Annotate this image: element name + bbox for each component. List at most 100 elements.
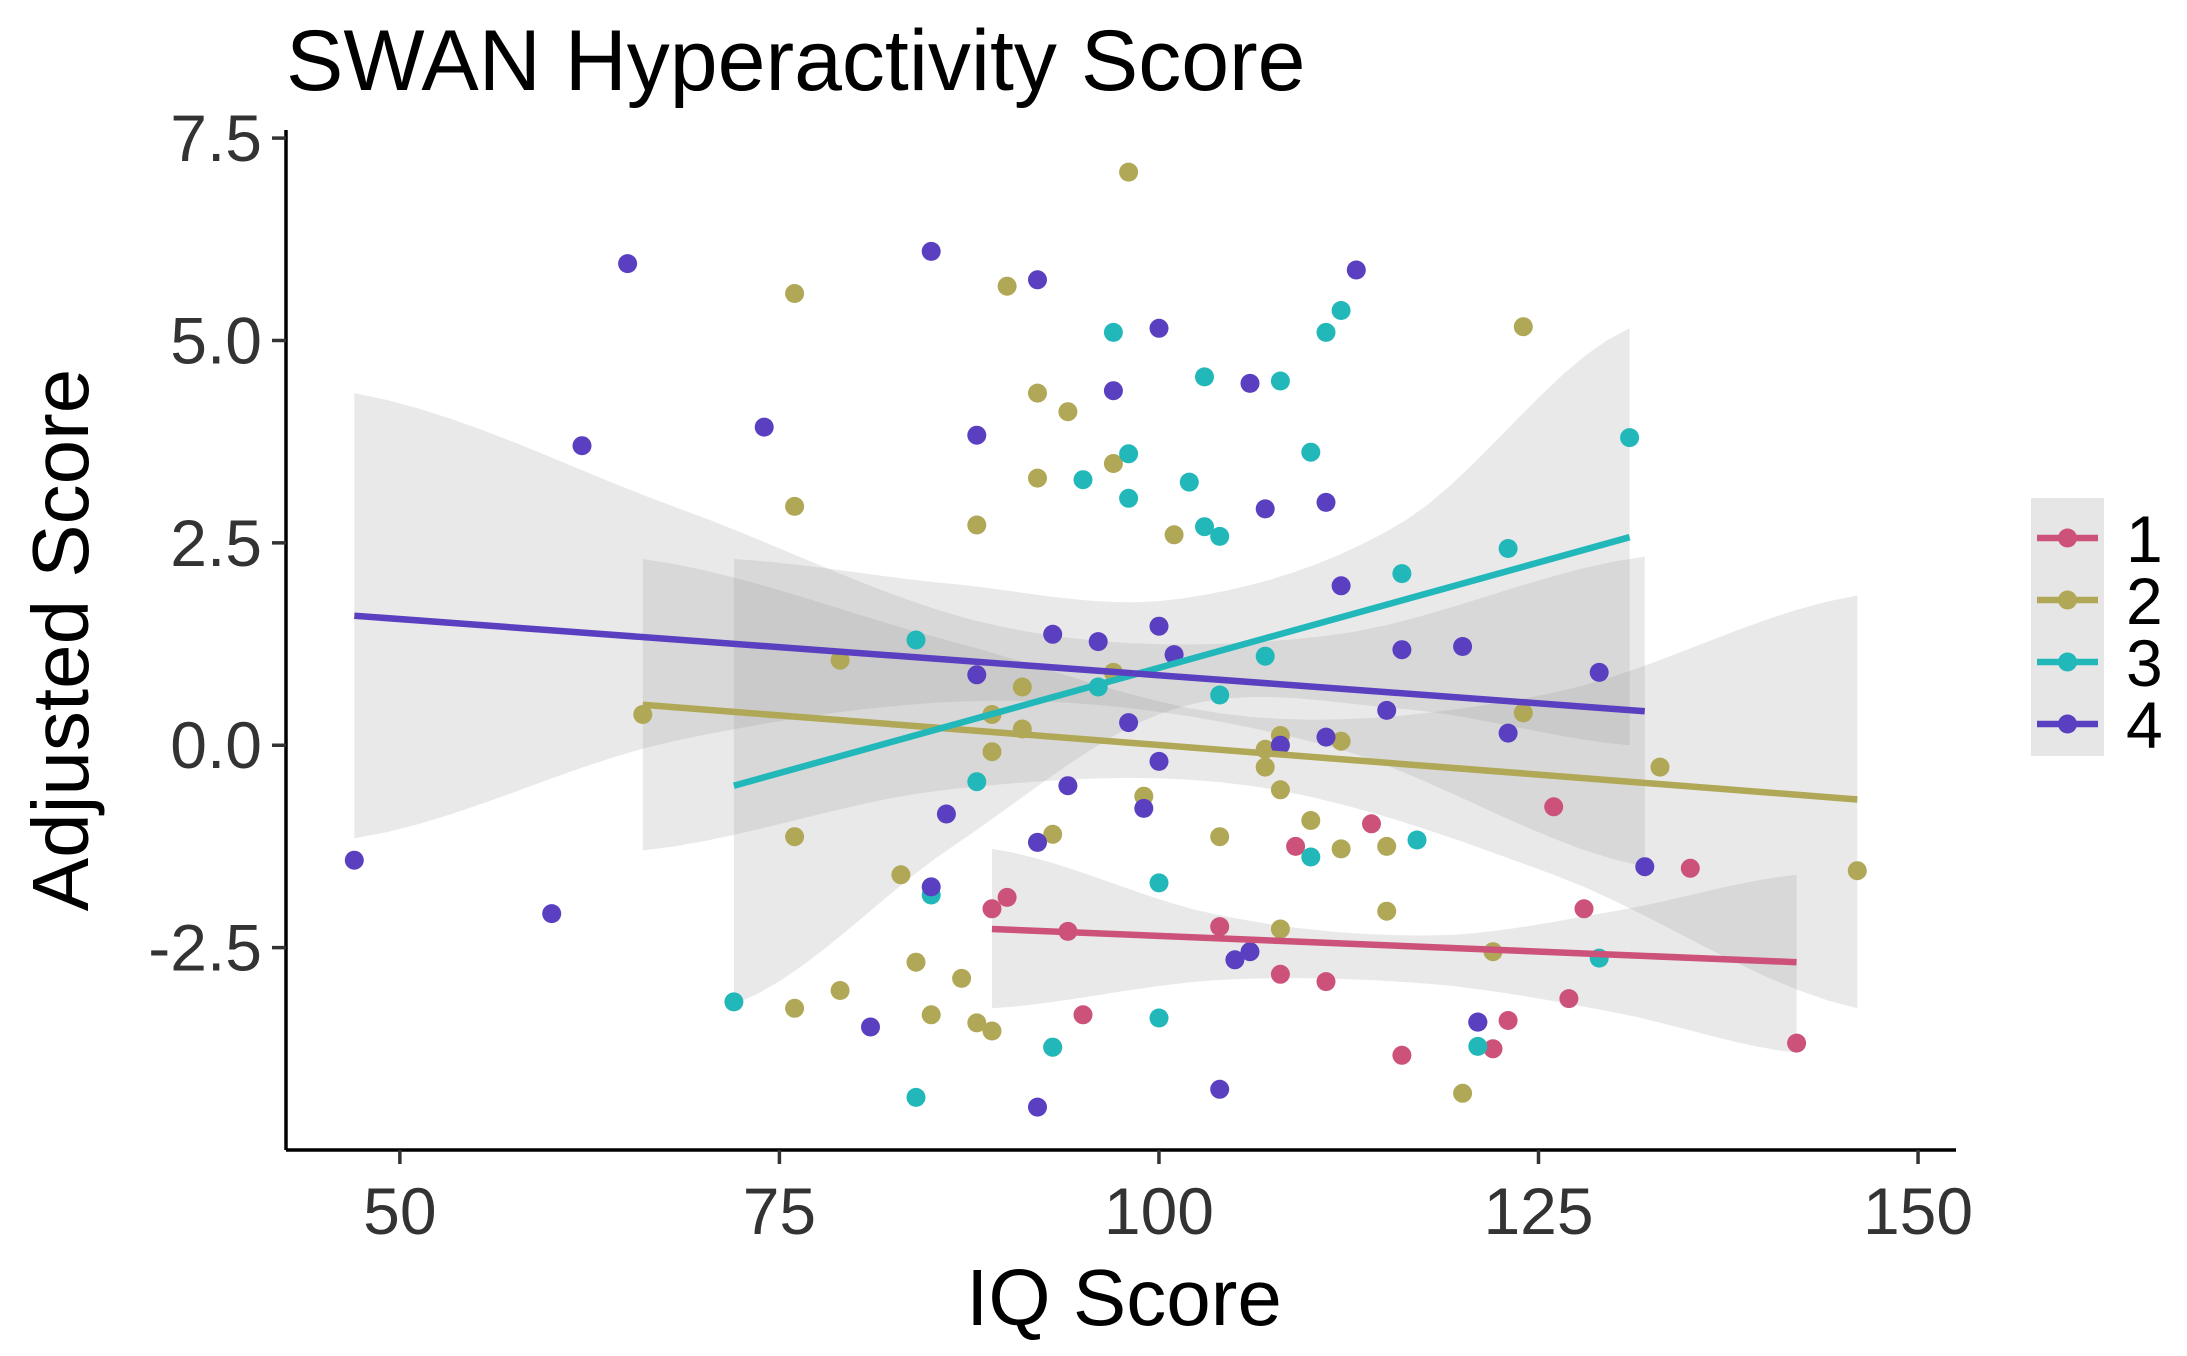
data-point-series-2 [1650,757,1670,777]
data-point-series-4 [1149,616,1169,636]
data-point-series-2 [1103,454,1123,473]
data-point-series-2 [1301,811,1321,830]
data-point-series-2 [997,276,1017,296]
data-point-series-4 [1028,832,1047,852]
data-point-series-2 [967,1013,987,1033]
data-point-series-2 [1028,468,1047,488]
data-point-series-2 [785,827,805,847]
data-point-series-4 [1453,637,1473,656]
trend-line-1 [991,925,1797,966]
data-point-series-4 [921,241,941,261]
data-point-series-3 [1301,847,1321,867]
data-point-series-3 [1407,830,1427,850]
data-point-series-4 [1346,260,1366,280]
data-point-series-2 [906,952,926,972]
data-point-series-1 [1073,1005,1093,1025]
data-point-series-1 [1787,1033,1807,1053]
data-point-series-2 [1058,402,1078,422]
data-point-series-2 [921,1005,941,1025]
data-point-series-1 [1392,1045,1412,1065]
data-point-series-2 [891,865,911,885]
data-point-series-4 [967,665,987,685]
data-point-series-3 [1195,517,1214,537]
data-point-series-1 [1559,989,1579,1009]
data-point-series-4 [1119,713,1139,733]
data-point-series-2 [982,1021,1002,1041]
data-point-series-3 [1119,488,1139,508]
y-tick-label: 0.0 [170,708,262,782]
x-tick-label: 50 [363,1174,436,1248]
data-point-series-2 [1331,731,1351,751]
data-point-series-3 [1392,564,1412,584]
data-point-series-2 [1847,861,1867,881]
data-point-series-4 [572,436,592,456]
data-point-series-3 [1149,873,1169,893]
data-point-series-4 [1149,318,1169,338]
legend-key-point-3 [2058,652,2077,672]
data-point-series-4 [1635,857,1655,877]
data-point-series-4 [1058,776,1078,796]
data-point-series-2 [1119,162,1139,182]
data-point-series-4 [1377,700,1397,720]
data-point-series-3 [1195,367,1214,387]
data-point-series-1 [1316,972,1336,992]
x-tick-label: 150 [1863,1174,1973,1248]
data-point-series-4 [1043,624,1063,644]
data-point-series-4 [1134,798,1154,818]
data-point-series-4 [1028,270,1047,290]
legend-key-point-1 [2058,528,2077,548]
data-point-series-4 [1316,727,1336,747]
data-point-series-2 [1377,836,1397,856]
data-point-series-3 [967,772,987,792]
data-point-series-4 [1210,1079,1230,1099]
data-point-series-4 [1103,381,1123,401]
data-point-series-4 [1149,751,1169,771]
x-tick-label: 75 [743,1174,816,1248]
data-point-series-4 [1240,942,1260,962]
data-point-series-3 [1119,444,1139,464]
data-point-series-1 [1483,1039,1503,1059]
data-point-series-2 [1210,827,1230,847]
data-point-series-2 [785,496,805,516]
data-point-series-4 [1316,492,1336,512]
data-point-series-4 [967,425,987,445]
data-point-series-4 [1468,1012,1488,1032]
data-point-series-2 [1255,757,1275,777]
data-point-series-4 [1589,662,1609,682]
trend-line-2 [642,701,1858,803]
data-point-series-2 [830,981,850,1000]
data-point-series-3 [724,992,744,1012]
data-point-series-3 [1073,470,1093,490]
data-point-series-1 [1270,964,1290,984]
data-point-series-4 [1088,632,1108,652]
data-point-series-3 [1498,539,1518,558]
y-tick-label: 7.5 [170,101,262,175]
data-points [344,162,1867,1117]
y-axis-title: Adjusted Score [16,369,105,912]
data-point-series-2 [1377,901,1397,921]
data-point-series-3 [906,630,926,650]
data-point-series-2 [982,742,1002,762]
data-point-series-4 [344,850,364,870]
y-tick-label: 5.0 [170,303,262,377]
data-point-series-3 [1210,685,1230,705]
data-point-series-2 [967,515,987,535]
data-point-series-1 [982,899,1002,919]
data-point-series-3 [906,1087,926,1107]
legend-key-point-2 [2058,590,2077,610]
y-tick-label: 2.5 [170,506,262,580]
data-point-series-3 [1316,322,1336,342]
data-point-series-2 [1513,703,1533,723]
axes: 50 75 100 125 150 -2.5 0.0 2.5 5.0 7.5 [148,101,1973,1248]
confidence-band-1 [992,848,1797,1053]
data-point-series-1 [1362,814,1381,834]
data-point-series-2 [830,650,850,670]
confidence-band-4 [354,393,1645,867]
legend-label-2: 2 [2126,564,2163,638]
data-point-series-2 [1331,839,1351,859]
legend-label-4: 4 [2126,688,2163,762]
data-point-series-4 [1240,373,1260,393]
